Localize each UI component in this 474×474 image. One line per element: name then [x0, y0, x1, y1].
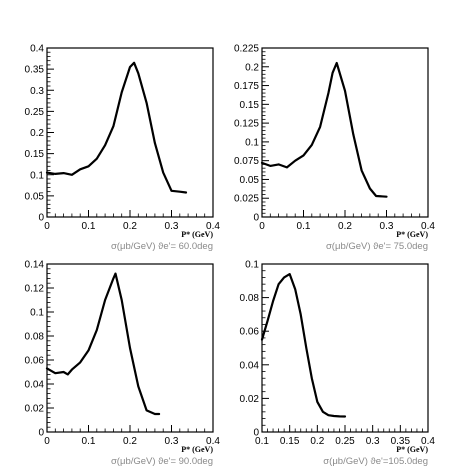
y-tick-label: 0.08 — [240, 293, 260, 304]
panel-caption: σ(μb/GeV) ϑe'= 75.0deg — [326, 241, 428, 252]
plot-frame — [261, 47, 429, 218]
y-tick-label: 0.05 — [25, 191, 45, 202]
y-tick-label: 0 — [38, 213, 44, 224]
y-tick-label: 0 — [253, 428, 259, 439]
x-tick-label: 0.1 — [297, 221, 311, 232]
x-tick-label: 0.4 — [206, 436, 220, 447]
y-tick-label: 0.1 — [245, 137, 259, 148]
x-tick-label: 0.4 — [421, 221, 435, 232]
y-tick-label: 0.1 — [30, 308, 44, 319]
y-tick-label: 0.02 — [25, 404, 45, 415]
x-tick-label: 0.2 — [338, 221, 352, 232]
x-tick-label: 0 — [44, 221, 50, 232]
x-tick-label: 0.2 — [310, 436, 324, 447]
y-tick-label: 0.175 — [234, 81, 259, 92]
x-axis-label: P* (GeV) — [181, 230, 213, 239]
x-axis-label: P* (GeV) — [396, 445, 428, 454]
series-line — [45, 61, 188, 194]
panel-caption: σ(μb/GeV) ϑe'=105.0deg — [323, 456, 428, 467]
y-tick-label: 0.2 — [245, 62, 259, 73]
y-tick-label: 0.35 — [25, 65, 45, 76]
panel-caption: σ(μb/GeV) ϑe'= 60.0deg — [111, 241, 213, 252]
series-line — [260, 273, 347, 418]
y-tick-label: 0.075 — [234, 156, 259, 167]
y-tick-label: 0.225 — [234, 44, 259, 55]
y-tick-label: 0.05 — [240, 175, 260, 186]
y-tick-label: 0.15 — [25, 149, 45, 160]
x-tick-label: 0 — [259, 221, 265, 232]
y-tick-label: 0.025 — [234, 194, 259, 205]
y-tick-label: 0.14 — [25, 260, 45, 271]
x-axis-label: P* (GeV) — [181, 445, 213, 454]
x-tick-label: 0.2 — [123, 221, 137, 232]
series-line — [260, 61, 388, 198]
y-tick-label: 0.12 — [25, 284, 45, 295]
x-tick-label: 0.3 — [366, 436, 380, 447]
y-tick-label: 0.06 — [240, 327, 260, 338]
x-tick-label: 0.3 — [165, 436, 179, 447]
x-tick-label: 0.35 — [391, 436, 411, 447]
plot-frame — [46, 47, 214, 218]
panel-4: 0.1 0.15 0.2 0.25 0.3 0.35 0.4 0 0.02 0.04 0.06 0.0… — [240, 260, 436, 468]
x-tick-label: 0.3 — [380, 221, 394, 232]
y-tick-label: 0.1 — [30, 170, 44, 181]
x-tick-label: 0.2 — [123, 436, 137, 447]
x-tick-label: 0 — [44, 436, 50, 447]
y-tick-label: 0.25 — [25, 107, 45, 118]
y-tick-label: 0.02 — [240, 394, 260, 405]
y-tick-label: 0 — [38, 428, 44, 439]
y-tick-label: 0.04 — [25, 380, 45, 391]
y-tick-label: 0 — [253, 213, 259, 224]
y-tick-label: 0.125 — [234, 119, 259, 130]
x-tick-label: 0.1 — [255, 436, 269, 447]
series-line — [45, 272, 161, 416]
x-tick-label: 0.4 — [421, 436, 435, 447]
x-tick-label: 0.4 — [206, 221, 220, 232]
y-tick-label: 0.1 — [245, 260, 259, 271]
y-tick-label: 0.4 — [30, 44, 44, 55]
panel-3: 0 0.1 0.2 0.3 0.4 0 0.02 0.04 0.06 0.08 0.1 0.12 0.1… — [25, 260, 221, 468]
plot-frame — [261, 263, 429, 433]
y-tick-label: 0.06 — [25, 356, 45, 367]
x-axis-label: P* (GeV) — [396, 230, 428, 239]
y-tick-label: 0.08 — [25, 332, 45, 343]
panel-1: 0 0.1 0.2 0.3 0.4 0 0.05 0.1 0.15 0.2 0.25 0.3 0.35 0… — [25, 44, 221, 253]
y-tick-label: 0.15 — [240, 100, 260, 111]
x-tick-label: 0.3 — [165, 221, 179, 232]
y-tick-label: 0.04 — [240, 360, 260, 371]
x-tick-label: 0.1 — [82, 436, 96, 447]
y-tick-label: 0.3 — [30, 86, 44, 97]
panel-caption: σ(μb/GeV) ϑe'= 90.0deg — [111, 456, 213, 467]
x-tick-label: 0.25 — [335, 436, 355, 447]
x-tick-label: 0.1 — [82, 221, 96, 232]
x-tick-label: 0.15 — [280, 436, 300, 447]
panel-2: 0 0.1 0.2 0.3 0.4 0 0.025 0.05 0.075 0.1 0.125 0.15… — [234, 44, 435, 253]
y-tick-label: 0.2 — [30, 128, 44, 139]
